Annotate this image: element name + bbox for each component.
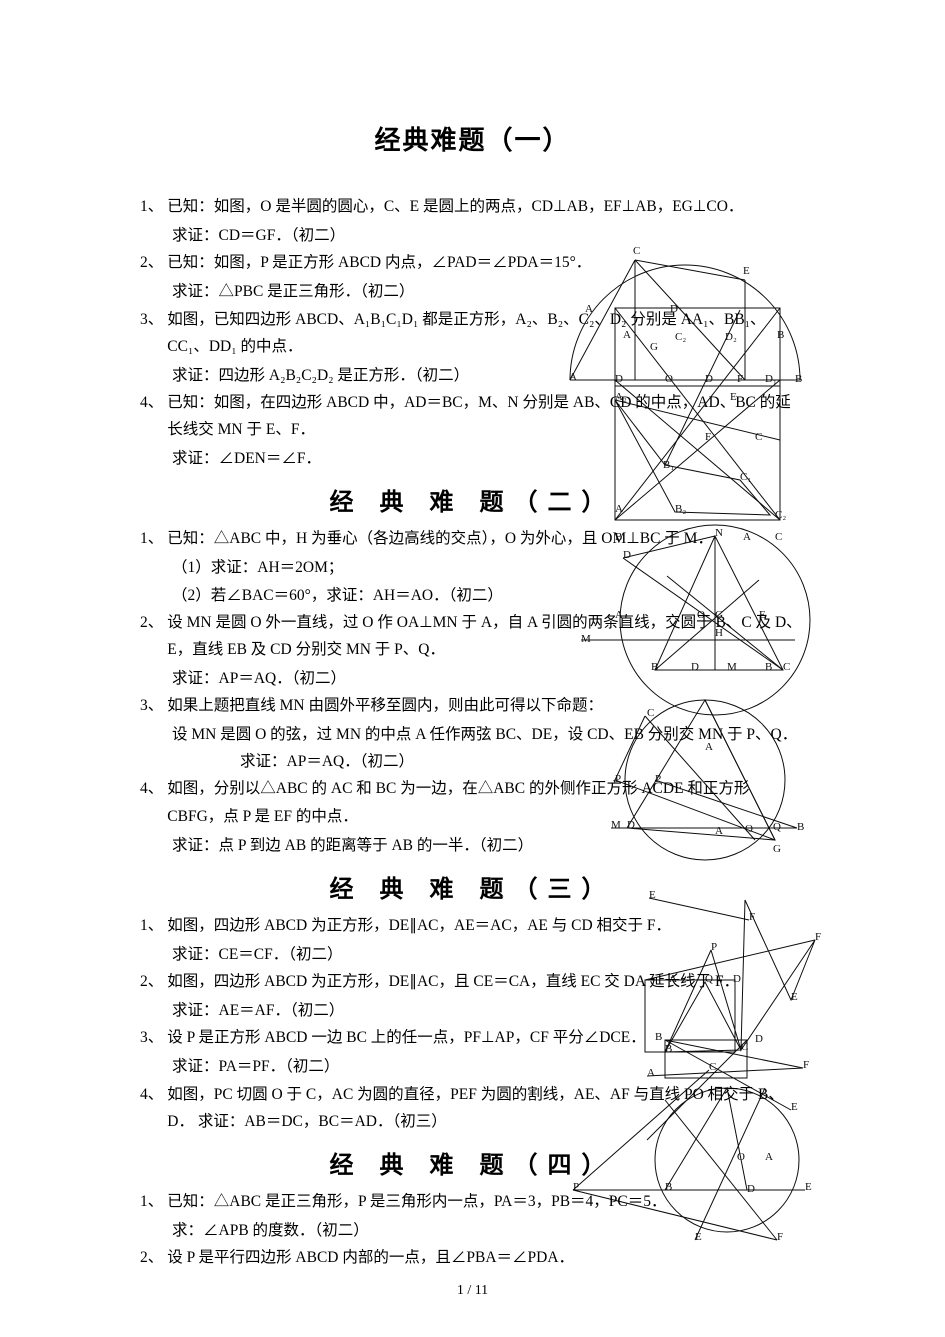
svg-text:F: F <box>737 373 743 385</box>
svg-text:D: D <box>747 1183 755 1195</box>
svg-text:B: B <box>655 1031 662 1043</box>
svg-text:C: C <box>709 1061 716 1073</box>
problem-number: 2、 <box>140 968 163 995</box>
geometry-diagrams: CEADABGC₂D₂ADODFD₁BA₂EFCB₁C₁AB₂C₂BNACDAO… <box>515 240 835 1300</box>
problem-number: 3、 <box>140 306 163 360</box>
svg-text:C: C <box>755 431 762 443</box>
svg-text:A: A <box>647 1067 655 1079</box>
problem-number: 1、 <box>140 193 163 220</box>
svg-text:D: D <box>615 373 623 385</box>
svg-text:B: B <box>665 1181 672 1193</box>
svg-text:A: A <box>623 329 631 341</box>
svg-text:B₁: B₁ <box>663 459 674 471</box>
problem-number: 3、 <box>140 692 163 719</box>
svg-text:P: P <box>615 773 621 785</box>
document-page: 经典难题（一） 1、已知：如图，O 是半圆的圆心，C、E 是圆上的两点，CD⊥A… <box>0 0 945 1337</box>
svg-text:B: B <box>665 1043 672 1055</box>
svg-text:E: E <box>730 391 737 403</box>
svg-text:E: E <box>695 1231 702 1243</box>
svg-text:D₂: D₂ <box>725 331 737 343</box>
svg-text:G: G <box>650 341 658 353</box>
svg-text:D: D <box>627 819 635 831</box>
svg-text:E: E <box>791 1101 798 1113</box>
problem-text: 已知：如图，O 是半圆的圆心，C、E 是圆上的两点，CD⊥AB，EF⊥AB，EG… <box>167 193 805 220</box>
svg-text:G: G <box>773 843 781 855</box>
svg-text:D: D <box>670 303 678 315</box>
svg-text:A₂: A₂ <box>615 391 627 403</box>
page-footer: 1 / 11 <box>0 1283 945 1299</box>
svg-text:C: C <box>741 1041 748 1053</box>
svg-text:O: O <box>737 1151 745 1163</box>
svg-text:B: B <box>651 661 658 673</box>
svg-text:E: E <box>805 1181 812 1193</box>
problem-number: 2、 <box>140 609 163 663</box>
svg-text:M: M <box>581 633 591 645</box>
svg-text:B₂: B₂ <box>675 503 686 515</box>
svg-text:P: P <box>711 941 717 953</box>
svg-text:C₂: C₂ <box>675 331 686 343</box>
svg-text:C₂: C₂ <box>775 509 786 521</box>
svg-text:E: E <box>649 889 656 901</box>
svg-text:B: B <box>615 531 622 543</box>
svg-text:A: A <box>585 303 593 315</box>
svg-text:N: N <box>715 527 723 539</box>
svg-text:E: E <box>791 991 798 1003</box>
svg-text:D: D <box>733 973 741 985</box>
svg-text:A: A <box>669 973 677 985</box>
svg-text:A: A <box>705 741 713 753</box>
problem-number: 4、 <box>140 1081 163 1135</box>
svg-text:F: F <box>803 1059 809 1071</box>
svg-text:C: C <box>783 661 790 673</box>
svg-text:A: A <box>765 1151 773 1163</box>
svg-text:C: C <box>647 707 654 719</box>
svg-text:D: D <box>691 661 699 673</box>
svg-text:C₁: C₁ <box>740 471 751 483</box>
problem-number: 4、 <box>140 775 163 829</box>
svg-text:Q: Q <box>773 821 781 833</box>
svg-text:P: P <box>573 1181 579 1193</box>
svg-text:H: H <box>715 627 723 639</box>
problem-number: 1、 <box>140 525 163 552</box>
svg-text:B: B <box>797 821 804 833</box>
problem-line: 1、已知：如图，O 是半圆的圆心，C、E 是圆上的两点，CD⊥AB，EF⊥AB，… <box>140 193 805 220</box>
svg-text:F: F <box>705 431 711 443</box>
svg-text:F: F <box>749 911 755 923</box>
svg-text:C: C <box>775 531 782 543</box>
page-title: 经典难题（一） <box>140 120 805 157</box>
svg-text:A: A <box>615 503 623 515</box>
svg-text:A: A <box>715 825 723 837</box>
problem-number: 2、 <box>140 1244 163 1271</box>
svg-text:D: D <box>623 549 631 561</box>
svg-text:F: F <box>777 1231 783 1243</box>
svg-text:E: E <box>759 609 766 621</box>
svg-text:F: F <box>815 931 821 943</box>
svg-text:Q: Q <box>705 973 713 985</box>
svg-text:G: G <box>715 609 723 621</box>
svg-text:E: E <box>743 265 750 277</box>
svg-text:O: O <box>697 609 705 621</box>
svg-text:M: M <box>727 661 737 673</box>
problem-number: 2、 <box>140 249 163 276</box>
problem-number: 3、 <box>140 1024 163 1051</box>
problem-number: 4、 <box>140 389 163 443</box>
problem-number: 1、 <box>140 1188 163 1215</box>
problem-number: 1、 <box>140 912 163 939</box>
svg-text:B: B <box>795 373 802 385</box>
svg-text:D: D <box>755 1033 763 1045</box>
svg-text:C: C <box>633 245 640 257</box>
svg-text:P: P <box>655 773 661 785</box>
svg-text:B: B <box>777 329 784 341</box>
svg-text:O: O <box>745 823 753 835</box>
svg-text:D₁: D₁ <box>765 373 777 385</box>
svg-text:M: M <box>611 819 621 831</box>
svg-text:D: D <box>705 373 713 385</box>
svg-text:A: A <box>743 531 751 543</box>
svg-text:A: A <box>615 609 623 621</box>
svg-text:O: O <box>665 373 673 385</box>
svg-text:B: B <box>765 661 772 673</box>
svg-text:A: A <box>569 371 577 383</box>
